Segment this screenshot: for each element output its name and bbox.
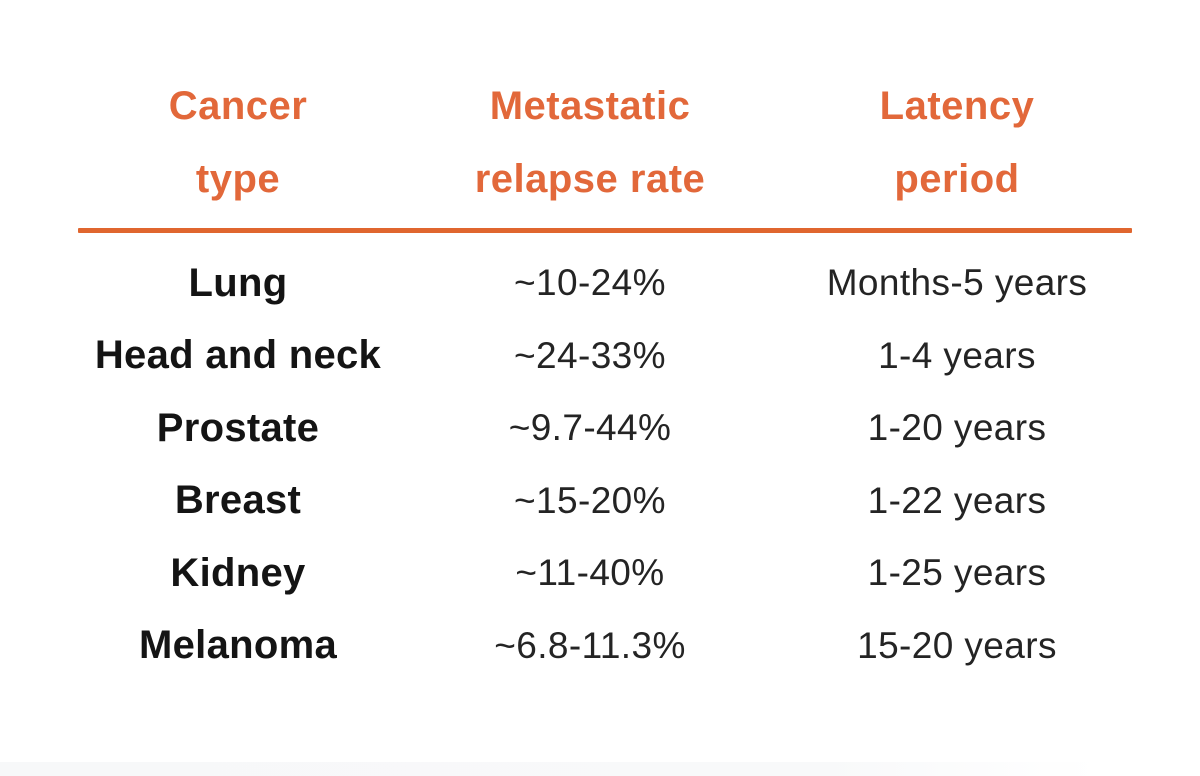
cancer-type-cell: Lung: [188, 260, 288, 305]
header-divider-line: [78, 228, 1132, 233]
table-row: Melanoma ~6.8-11.3% 15-20 years: [78, 610, 1132, 683]
column-header-latency-period: Latency period: [782, 70, 1132, 216]
column-header-metastatic-relapse-rate: Metastatic relapse rate: [398, 70, 782, 216]
cancer-type-cell: Prostate: [156, 405, 320, 450]
table-row: Prostate ~9.7-44% 1-20 years: [78, 392, 1132, 465]
latency-period-cell: 1-4 years: [878, 334, 1036, 376]
cancer-type-cell: Melanoma: [138, 623, 337, 668]
table-row: Lung ~10-24% Months-5 years: [78, 247, 1132, 320]
header-line: relapse rate: [474, 157, 706, 201]
cancer-type-cell: Head and neck: [94, 333, 382, 378]
relapse-rate-cell: ~11-40%: [515, 552, 665, 594]
latency-period-cell: 15-20 years: [857, 624, 1057, 666]
data-table: Cancer type Metastatic relapse rate Late…: [78, 70, 1132, 682]
relapse-rate-cell: ~6.8-11.3%: [494, 624, 686, 666]
column-header-cancer-type: Cancer type: [78, 70, 398, 216]
bottom-edge-shading: [0, 762, 1100, 776]
relapse-rate-cell: ~10-24%: [514, 262, 666, 304]
table-row: Breast ~15-20% 1-22 years: [78, 465, 1132, 538]
cancer-type-cell: Kidney: [170, 550, 306, 595]
latency-period-cell: Months-5 years: [826, 262, 1088, 304]
relapse-rate-cell: ~24-33%: [514, 334, 666, 376]
header-line: Cancer: [168, 84, 308, 128]
cancer-type-cell: Breast: [174, 478, 302, 523]
table-body: Lung ~10-24% Months-5 years Head and nec…: [78, 247, 1132, 682]
relapse-rate-cell: ~9.7-44%: [508, 407, 672, 449]
latency-period-cell: 1-20 years: [867, 407, 1047, 449]
latency-period-cell: 1-22 years: [867, 479, 1047, 521]
header-line: Metastatic: [489, 84, 691, 128]
header-line: period: [894, 157, 1020, 201]
table-row: Head and neck ~24-33% 1-4 years: [78, 320, 1132, 393]
header-line: type: [195, 157, 281, 201]
header-line: Latency: [879, 84, 1035, 128]
latency-period-cell: 1-25 years: [867, 552, 1047, 594]
relapse-rate-cell: ~15-20%: [514, 479, 666, 521]
table-header-row: Cancer type Metastatic relapse rate Late…: [78, 70, 1132, 216]
table-row: Kidney ~11-40% 1-25 years: [78, 537, 1132, 610]
